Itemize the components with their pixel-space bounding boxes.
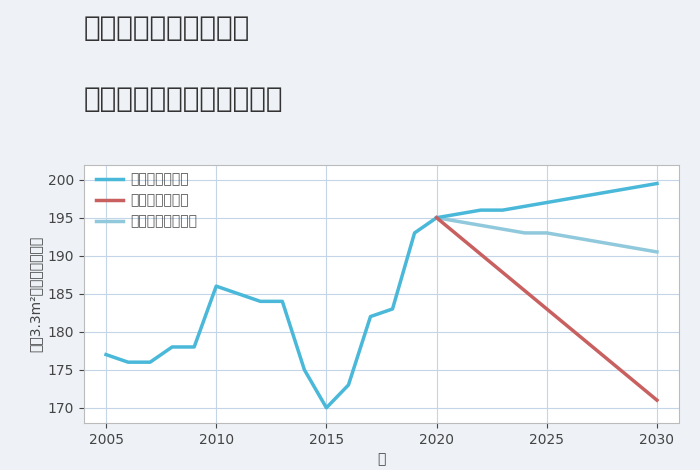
- ノーマルシナリオ: [433, 215, 441, 220]
- ノーマルシナリオ: [609, 242, 617, 247]
- ノーマルシナリオ: [521, 230, 529, 236]
- Legend: グッドシナリオ, バッドシナリオ, ノーマルシナリオ: グッドシナリオ, バッドシナリオ, ノーマルシナリオ: [90, 167, 203, 234]
- グッドシナリオ: [433, 215, 441, 220]
- グッドシナリオ: [631, 185, 639, 190]
- ノーマルシナリオ: [565, 234, 573, 240]
- グッドシナリオ: [565, 196, 573, 202]
- Line: バッドシナリオ: バッドシナリオ: [437, 218, 657, 400]
- ノーマルシナリオ: [498, 227, 507, 232]
- グッドシナリオ: [653, 180, 662, 186]
- Line: グッドシナリオ: グッドシナリオ: [437, 183, 657, 218]
- X-axis label: 年: 年: [377, 452, 386, 466]
- ノーマルシナリオ: [587, 238, 595, 243]
- グッドシナリオ: [454, 211, 463, 217]
- ノーマルシナリオ: [542, 230, 551, 236]
- バッドシナリオ: [433, 215, 441, 220]
- ノーマルシナリオ: [631, 245, 639, 251]
- グッドシナリオ: [542, 200, 551, 205]
- Line: ノーマルシナリオ: ノーマルシナリオ: [437, 218, 657, 252]
- グッドシナリオ: [609, 188, 617, 194]
- Text: 兵庫県西宮市建石町の: 兵庫県西宮市建石町の: [84, 14, 251, 42]
- グッドシナリオ: [477, 207, 485, 213]
- バッドシナリオ: [653, 397, 662, 403]
- Text: 中古マンションの価格推移: 中古マンションの価格推移: [84, 85, 284, 113]
- ノーマルシナリオ: [454, 219, 463, 224]
- ノーマルシナリオ: [477, 222, 485, 228]
- Y-axis label: 坪（3.3m²）単価（万円）: 坪（3.3m²）単価（万円）: [28, 235, 42, 352]
- グッドシナリオ: [587, 192, 595, 198]
- グッドシナリオ: [498, 207, 507, 213]
- ノーマルシナリオ: [653, 249, 662, 255]
- グッドシナリオ: [521, 204, 529, 209]
